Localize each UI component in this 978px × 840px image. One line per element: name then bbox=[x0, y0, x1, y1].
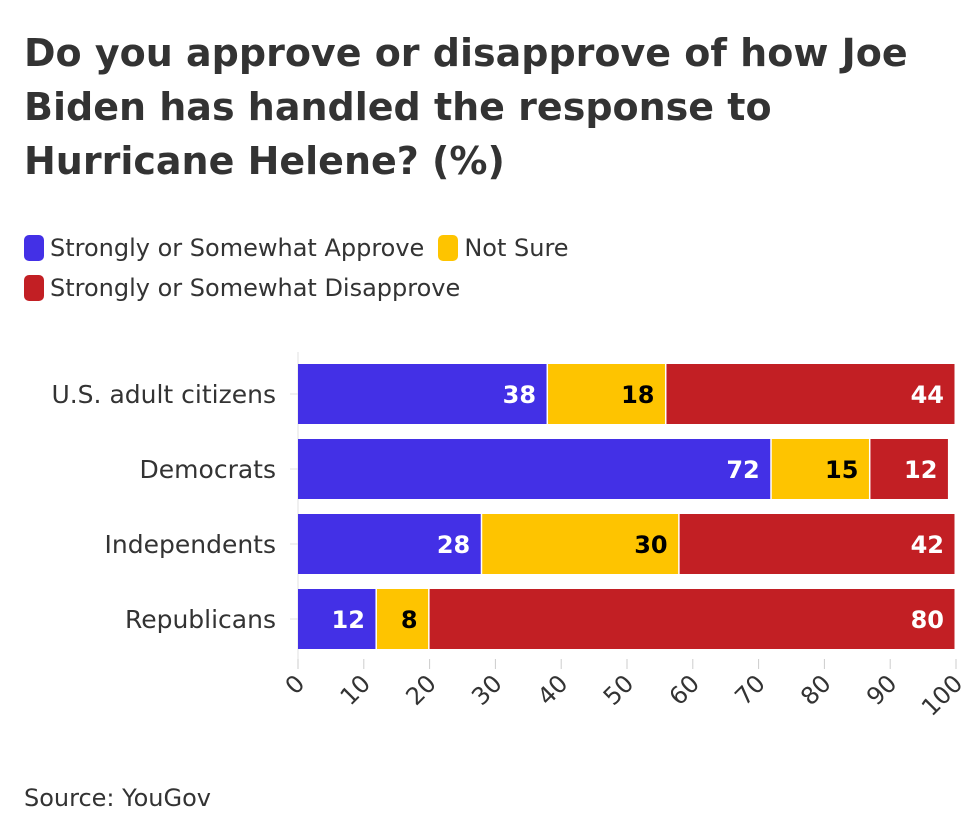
legend-item-approve: Strongly or Somewhat Approve bbox=[24, 234, 424, 262]
bar-segment bbox=[429, 589, 955, 649]
bar-segment bbox=[870, 439, 948, 499]
data-label: 18 bbox=[621, 381, 654, 409]
data-label: 42 bbox=[911, 531, 944, 559]
bar-segment bbox=[376, 589, 429, 649]
data-label: 44 bbox=[911, 381, 944, 409]
bar-segment bbox=[298, 439, 771, 499]
data-label: 30 bbox=[634, 531, 667, 559]
category-label: Republicans bbox=[125, 605, 276, 634]
data-label: 28 bbox=[437, 531, 470, 559]
data-label: 38 bbox=[503, 381, 536, 409]
x-tick-label: 20 bbox=[400, 669, 441, 710]
bar-segment bbox=[771, 439, 869, 499]
x-tick-label: 70 bbox=[729, 669, 770, 710]
legend-label-not-sure: Not Sure bbox=[464, 234, 569, 262]
legend-item-not-sure: Not Sure bbox=[438, 234, 569, 262]
bar-segment bbox=[482, 514, 679, 574]
bar-segment bbox=[298, 514, 481, 574]
x-tick-label: 30 bbox=[466, 669, 507, 710]
bar-segment bbox=[548, 364, 665, 424]
x-tick-label: 90 bbox=[861, 669, 902, 710]
bar-segment bbox=[679, 514, 955, 574]
data-label: 12 bbox=[332, 606, 365, 634]
bar-segment bbox=[666, 364, 955, 424]
category-label: U.S. adult citizens bbox=[51, 380, 276, 409]
x-tick-label: 50 bbox=[598, 669, 639, 710]
x-tick-label: 80 bbox=[795, 669, 836, 710]
x-tick-label: 60 bbox=[664, 669, 705, 710]
chart-title: Do you approve or disapprove of how Joe … bbox=[24, 31, 908, 183]
legend-swatch-approve bbox=[24, 235, 44, 261]
source-note: Source: YouGov bbox=[24, 784, 211, 812]
data-label: 72 bbox=[726, 456, 759, 484]
legend-label-approve: Strongly or Somewhat Approve bbox=[50, 234, 425, 262]
legend-swatch-not-sure bbox=[438, 235, 459, 261]
legend-label-disapprove: Strongly or Somewhat Disapprove bbox=[50, 274, 461, 302]
data-label: 8 bbox=[401, 606, 418, 634]
x-tick-label: 40 bbox=[532, 669, 573, 710]
legend-item-disapprove: Strongly or Somewhat Disapprove bbox=[24, 274, 460, 302]
legend-swatch-disapprove bbox=[24, 275, 44, 301]
bar-segment bbox=[298, 589, 376, 649]
bar-segment bbox=[298, 364, 547, 424]
x-tick-label: 10 bbox=[335, 669, 376, 710]
data-label: 15 bbox=[825, 456, 858, 484]
category-label: Democrats bbox=[140, 455, 276, 484]
data-label: 80 bbox=[911, 606, 944, 634]
legend: Strongly or Somewhat Approve Not Sure St… bbox=[24, 228, 924, 308]
data-label: 12 bbox=[904, 456, 937, 484]
category-label: Independents bbox=[105, 530, 276, 559]
x-tick-label: 0 bbox=[280, 669, 311, 700]
x-tick-label: 100 bbox=[916, 669, 968, 721]
